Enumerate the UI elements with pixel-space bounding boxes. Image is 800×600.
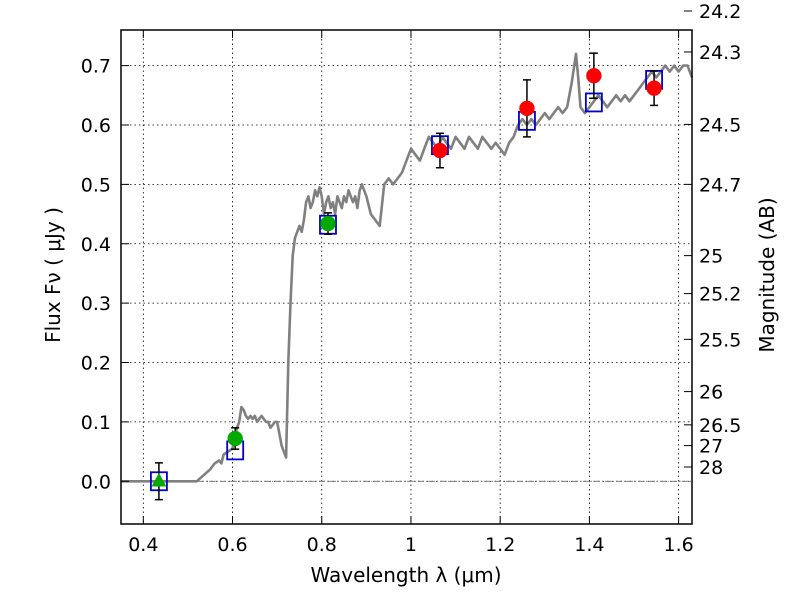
x-tick-label: 1.6 [664, 534, 694, 556]
axis-ticks [121, 10, 692, 524]
observed-point [519, 100, 535, 117]
data-points [150, 52, 663, 501]
x-axis-label: Wavelength λ (μm) [310, 563, 501, 587]
y-tick-label: 0.6 [81, 115, 111, 137]
magnitude-tick-label: 26.5 [699, 415, 741, 437]
x-tick-labels: 0.4 0.6 0.8 1 1.2 1.4 1.6 [128, 534, 694, 556]
x-tick-label: 1 [405, 534, 417, 556]
observed-point [646, 80, 662, 96]
y-tick-label: 0.7 [81, 56, 111, 78]
magnitude-tick-label: 24.5 [699, 114, 741, 136]
model-sed [121, 52, 694, 483]
x-tick-label: 0.4 [128, 534, 158, 556]
magnitude-tick-label: 28 [699, 457, 723, 479]
y-tick-labels: 0.0 0.1 0.2 0.3 0.4 0.5 0.6 0.7 [81, 56, 111, 494]
y-tick-label: 0.5 [81, 174, 111, 196]
y-tick-label: 0.4 [81, 234, 111, 256]
model-sed-line [121, 52, 694, 483]
triangle-point [151, 472, 167, 487]
plot-frame [120, 29, 693, 525]
x-tick-label: 1.4 [574, 534, 604, 556]
x-tick-label: 0.8 [307, 534, 337, 556]
y-tick-label: 0.2 [81, 353, 111, 375]
y-tick-label: 0.3 [81, 293, 111, 315]
observed-point [320, 215, 336, 232]
magnitude-tick-label: 25.5 [699, 329, 741, 351]
magnitude-tick-label: 24.7 [699, 174, 741, 196]
magnitude-tick-label: 24.2 [699, 1, 741, 23]
y-tick-label: 0.0 [81, 471, 111, 493]
magnitude-tick-label: 26 [699, 382, 723, 404]
y2-axis-label: Magnitude (AB) [755, 197, 779, 352]
magnitude-tick-label: 25 [699, 246, 723, 268]
magnitude-tick-label: 27 [699, 436, 723, 458]
observed-point [227, 430, 243, 447]
x-tick-label: 0.6 [217, 534, 247, 556]
observed-point [432, 142, 448, 159]
y-axis-label: Flux Fν ( μJy ) [41, 207, 65, 343]
magnitude-tick-label: 24.3 [699, 42, 741, 64]
observed-point [586, 67, 602, 84]
y-tick-label: 0.1 [81, 412, 111, 434]
magnitude-tick-label: 25.2 [699, 284, 741, 306]
x-tick-label: 1.2 [485, 534, 515, 556]
